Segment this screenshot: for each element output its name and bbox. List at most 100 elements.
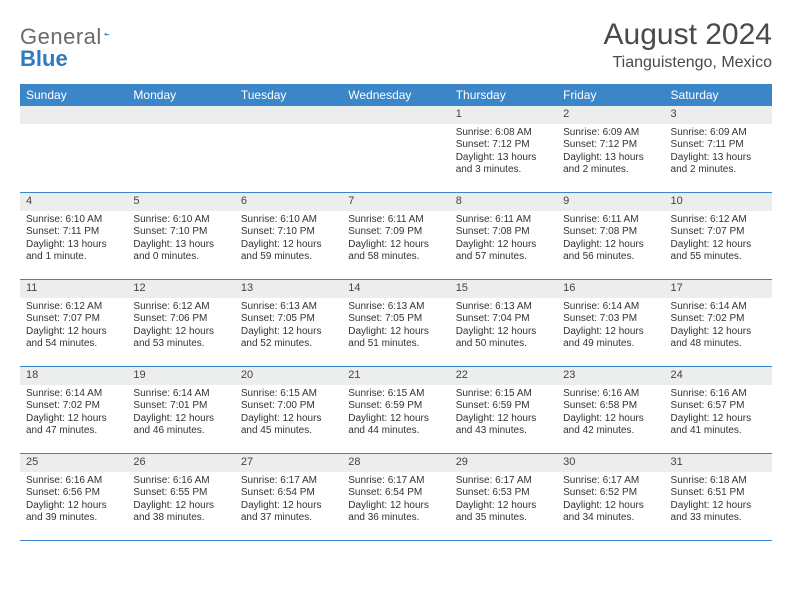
calendar-cell: 19Sunrise: 6:14 AMSunset: 7:01 PMDayligh…: [127, 367, 234, 453]
cell-body: Sunrise: 6:08 AMSunset: 7:12 PMDaylight:…: [450, 124, 557, 181]
day-number: [20, 106, 127, 124]
calendar-cell: [235, 106, 342, 192]
sunrise-text: Sunrise: 6:17 AM: [456, 475, 551, 488]
calendar-cell: 8Sunrise: 6:11 AMSunset: 7:08 PMDaylight…: [450, 193, 557, 279]
sunrise-text: Sunrise: 6:16 AM: [671, 388, 766, 401]
daylight-text: Daylight: 12 hours: [26, 326, 121, 339]
daylight-text: Daylight: 12 hours: [456, 500, 551, 513]
calendar-cell: 29Sunrise: 6:17 AMSunset: 6:53 PMDayligh…: [450, 454, 557, 540]
cell-body: Sunrise: 6:12 AMSunset: 7:07 PMDaylight:…: [665, 211, 772, 268]
sunset-text: Sunset: 7:12 PM: [563, 139, 658, 152]
daylight-text: Daylight: 12 hours: [241, 500, 336, 513]
sunset-text: Sunset: 6:55 PM: [133, 487, 228, 500]
sunrise-text: Sunrise: 6:15 AM: [456, 388, 551, 401]
logo-text-blue: Blue: [20, 46, 68, 71]
daylight-text: and 43 minutes.: [456, 425, 551, 438]
cell-body: Sunrise: 6:12 AMSunset: 7:07 PMDaylight:…: [20, 298, 127, 355]
day-number: 14: [342, 280, 449, 298]
day-number: 23: [557, 367, 664, 385]
calendar-cell: [127, 106, 234, 192]
cell-body: Sunrise: 6:09 AMSunset: 7:12 PMDaylight:…: [557, 124, 664, 181]
cell-body: Sunrise: 6:10 AMSunset: 7:10 PMDaylight:…: [127, 211, 234, 268]
cell-body: Sunrise: 6:11 AMSunset: 7:08 PMDaylight:…: [450, 211, 557, 268]
daylight-text: and 1 minute.: [26, 251, 121, 264]
location: Tianguistengo, Mexico: [604, 54, 772, 72]
calendar-cell: 25Sunrise: 6:16 AMSunset: 6:56 PMDayligh…: [20, 454, 127, 540]
cell-body: Sunrise: 6:16 AMSunset: 6:55 PMDaylight:…: [127, 472, 234, 529]
calendar-cell: 6Sunrise: 6:10 AMSunset: 7:10 PMDaylight…: [235, 193, 342, 279]
sunset-text: Sunset: 7:07 PM: [671, 226, 766, 239]
day-number: 16: [557, 280, 664, 298]
sunset-text: Sunset: 6:54 PM: [241, 487, 336, 500]
day-number: 27: [235, 454, 342, 472]
daylight-text: Daylight: 12 hours: [563, 413, 658, 426]
sunrise-text: Sunrise: 6:16 AM: [133, 475, 228, 488]
day-header: Friday: [557, 84, 664, 106]
day-number: 5: [127, 193, 234, 211]
sunrise-text: Sunrise: 6:12 AM: [133, 301, 228, 314]
week-row: 1Sunrise: 6:08 AMSunset: 7:12 PMDaylight…: [20, 106, 772, 193]
month-title: August 2024: [604, 18, 772, 52]
sunset-text: Sunset: 7:12 PM: [456, 139, 551, 152]
sunrise-text: Sunrise: 6:13 AM: [241, 301, 336, 314]
cell-body: Sunrise: 6:11 AMSunset: 7:09 PMDaylight:…: [342, 211, 449, 268]
daylight-text: Daylight: 12 hours: [26, 500, 121, 513]
sunset-text: Sunset: 7:04 PM: [456, 313, 551, 326]
day-number: 10: [665, 193, 772, 211]
sunset-text: Sunset: 7:08 PM: [563, 226, 658, 239]
cell-body: Sunrise: 6:12 AMSunset: 7:06 PMDaylight:…: [127, 298, 234, 355]
sunrise-text: Sunrise: 6:09 AM: [671, 127, 766, 140]
cell-body: Sunrise: 6:13 AMSunset: 7:04 PMDaylight:…: [450, 298, 557, 355]
daylight-text: Daylight: 12 hours: [563, 500, 658, 513]
sunrise-text: Sunrise: 6:16 AM: [26, 475, 121, 488]
sunrise-text: Sunrise: 6:14 AM: [671, 301, 766, 314]
daylight-text: Daylight: 13 hours: [563, 152, 658, 165]
daylight-text: Daylight: 12 hours: [456, 239, 551, 252]
day-header: Tuesday: [235, 84, 342, 106]
daylight-text: Daylight: 12 hours: [348, 326, 443, 339]
sunset-text: Sunset: 6:57 PM: [671, 400, 766, 413]
calendar-cell: 5Sunrise: 6:10 AMSunset: 7:10 PMDaylight…: [127, 193, 234, 279]
day-number: 4: [20, 193, 127, 211]
cell-body: Sunrise: 6:10 AMSunset: 7:11 PMDaylight:…: [20, 211, 127, 268]
daylight-text: Daylight: 13 hours: [133, 239, 228, 252]
day-number: 21: [342, 367, 449, 385]
logo-icon: [104, 24, 109, 44]
sunset-text: Sunset: 7:07 PM: [26, 313, 121, 326]
daylight-text: Daylight: 12 hours: [671, 239, 766, 252]
sunset-text: Sunset: 7:02 PM: [26, 400, 121, 413]
title-block: August 2024 Tianguistengo, Mexico: [604, 18, 772, 72]
day-number: 1: [450, 106, 557, 124]
cell-body: Sunrise: 6:09 AMSunset: 7:11 PMDaylight:…: [665, 124, 772, 181]
daylight-text: and 41 minutes.: [671, 425, 766, 438]
cell-body: Sunrise: 6:16 AMSunset: 6:56 PMDaylight:…: [20, 472, 127, 529]
daylight-text: and 0 minutes.: [133, 251, 228, 264]
day-number: 25: [20, 454, 127, 472]
day-header-row: SundayMondayTuesdayWednesdayThursdayFrid…: [20, 84, 772, 106]
daylight-text: and 35 minutes.: [456, 512, 551, 525]
day-number: 29: [450, 454, 557, 472]
sunset-text: Sunset: 6:54 PM: [348, 487, 443, 500]
sunrise-text: Sunrise: 6:10 AM: [26, 214, 121, 227]
calendar-cell: 9Sunrise: 6:11 AMSunset: 7:08 PMDaylight…: [557, 193, 664, 279]
sunrise-text: Sunrise: 6:18 AM: [671, 475, 766, 488]
day-number: 20: [235, 367, 342, 385]
calendar-cell: 2Sunrise: 6:09 AMSunset: 7:12 PMDaylight…: [557, 106, 664, 192]
daylight-text: and 55 minutes.: [671, 251, 766, 264]
daylight-text: and 2 minutes.: [563, 164, 658, 177]
sunrise-text: Sunrise: 6:13 AM: [456, 301, 551, 314]
week-row: 11Sunrise: 6:12 AMSunset: 7:07 PMDayligh…: [20, 280, 772, 367]
daylight-text: Daylight: 12 hours: [563, 326, 658, 339]
sunset-text: Sunset: 7:11 PM: [671, 139, 766, 152]
day-number: 19: [127, 367, 234, 385]
cell-body: Sunrise: 6:18 AMSunset: 6:51 PMDaylight:…: [665, 472, 772, 529]
cell-body: Sunrise: 6:17 AMSunset: 6:52 PMDaylight:…: [557, 472, 664, 529]
sunset-text: Sunset: 6:58 PM: [563, 400, 658, 413]
sunset-text: Sunset: 7:08 PM: [456, 226, 551, 239]
daylight-text: Daylight: 12 hours: [456, 326, 551, 339]
day-number: 28: [342, 454, 449, 472]
calendar-cell: 31Sunrise: 6:18 AMSunset: 6:51 PMDayligh…: [665, 454, 772, 540]
day-number: 24: [665, 367, 772, 385]
sunrise-text: Sunrise: 6:14 AM: [133, 388, 228, 401]
sunset-text: Sunset: 7:03 PM: [563, 313, 658, 326]
